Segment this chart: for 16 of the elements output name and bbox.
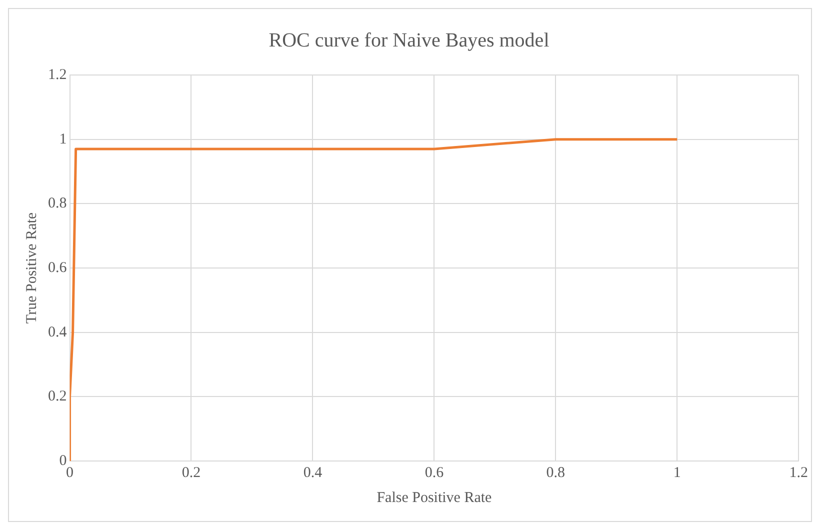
x-tick-label: 0.2 (182, 464, 201, 481)
y-tick-label: 0.6 (48, 260, 68, 276)
y-tick-label: 1 (59, 131, 67, 148)
x-tick-label: 1.2 (789, 464, 808, 481)
x-tick-label: 0.4 (303, 464, 323, 481)
x-tick-label: 1 (673, 464, 681, 481)
y-tick-label: 0 (59, 452, 67, 469)
chart-title: ROC curve for Naive Bayes model (268, 29, 550, 52)
x-tick-label: 0.8 (546, 464, 566, 481)
y-tick-label: 0.2 (48, 388, 67, 405)
y-tick-label: 0.8 (48, 196, 67, 212)
y-tick-label: 1.2 (48, 66, 67, 83)
x-tick-label: 0.6 (424, 464, 444, 481)
y-tick-label: 0.4 (48, 324, 68, 340)
x-axis-title: False Positive Rate (376, 490, 492, 506)
y-axis-title: True Positive Rate (24, 212, 40, 324)
